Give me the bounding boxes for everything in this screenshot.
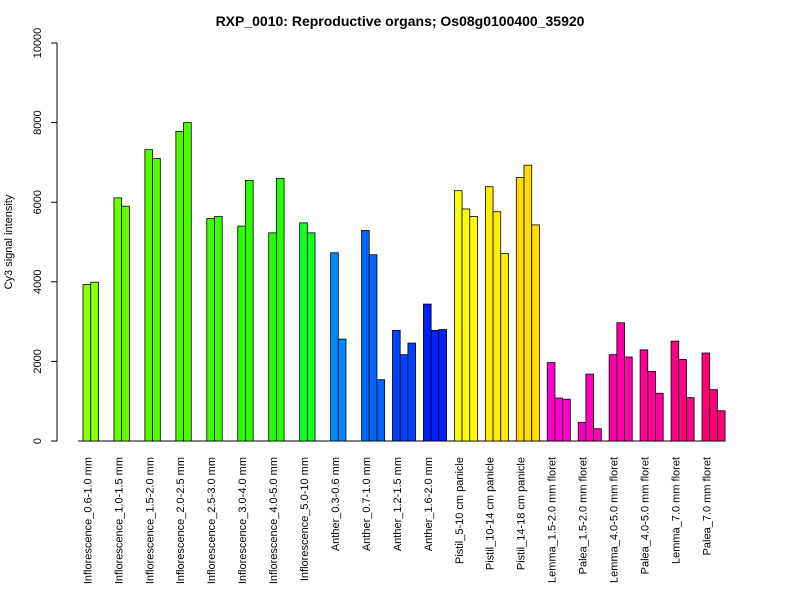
bar [438,329,447,442]
bar [183,122,192,442]
x-tick-label: Anther_0.7-1.0 mm [361,457,373,551]
y-tick-label: 10000 [32,28,44,59]
y-tick-label: 4000 [32,270,44,294]
bar [237,225,246,442]
bar [392,329,401,442]
bar [453,190,463,442]
bar [624,356,633,442]
bar [678,359,687,442]
x-tick-label: Pistil_14-18 cm panicle [516,457,528,570]
x-tick-label: Inflorescence_4.0-5.0 mm [268,457,280,584]
bar [90,281,99,442]
x-tick-label: Anther_1.6-2.0 mm [423,457,435,551]
x-tick-label: Lemma_4.0-5.0 mm floret [609,457,621,583]
bar [399,354,409,442]
x-tick-label: Inflorescence_1.5-2.0 mm [144,457,156,584]
bar [175,130,184,442]
bar [647,370,656,442]
bars [82,122,726,442]
bar [368,254,378,442]
bar [299,222,308,442]
bar [330,252,339,442]
bar [268,232,277,442]
bar [577,421,587,442]
bar [616,322,625,442]
bar [515,177,525,442]
x-tick-label: Lemma_1.5-2.0 mm floret [547,457,559,583]
bar [546,362,556,442]
bar [144,149,153,442]
x-tick-label: Anther_1.2-1.5 mm [392,457,404,551]
bar [337,338,347,442]
bar [670,340,680,442]
bar [655,392,664,442]
bar [585,373,595,442]
bar [423,303,432,442]
bar [113,197,123,442]
bar [701,352,711,442]
x-tick-label: Lemma_7.0 mm floret [670,457,682,564]
bar [206,218,215,442]
x-tick-label: Inflorescence_5.0-10 mm [299,457,311,581]
x-tick-label: Palea_7.0 mm floret [701,457,713,555]
bar [152,158,161,442]
x-tick-label: Inflorescence_3.0-4.0 mm [237,457,249,584]
y-tick-label: 2000 [32,349,44,373]
bar [717,410,726,442]
bar [275,177,285,442]
bar [82,284,92,442]
y-tick-label: 8000 [32,110,44,134]
y-tick-label: 6000 [32,190,44,214]
bar [376,379,386,442]
bar [245,179,254,442]
x-tick-label: Inflorescence_2.5-3.0 mm [206,457,218,584]
x-tick-label: Inflorescence_2.0-2.5 mm [175,457,187,584]
bar [469,216,478,442]
bar [531,224,540,442]
bar [686,397,695,442]
bar [484,186,494,442]
bar [562,398,571,442]
x-tick-labels: Inflorescence_0.6-1.0 mm Inflorescence_1.… [82,457,713,584]
chart-title: RXP_0010: Reproductive organs; Os08g0100… [216,13,585,29]
bar [500,253,509,442]
bar [407,342,416,442]
x-tick-label: Inflorescence_0.6-1.0 mm [82,457,94,584]
x-tick-label: Palea_1.5-2.0 mm floret [578,457,590,574]
bar [121,205,130,442]
bar [593,428,602,442]
bar [639,349,649,442]
bar [709,389,718,442]
bar [554,397,564,442]
x-tick-label: Palea_4.0-5.0 mm floret [639,457,651,574]
bar [608,354,618,442]
bar [306,232,316,442]
bar [214,216,223,442]
bar [523,164,533,442]
x-tick-label: Pistil_5-10 cm panicle [454,457,466,564]
bar [492,211,502,442]
y-tick-label: 0 [32,438,44,444]
x-tick-label: Pistil_10-14 cm panicle [485,457,497,570]
x-tick-label: Anther_0.3-0.6 mm [330,457,342,551]
y-axis-label: Cy3 signal intensity [3,194,15,289]
y-axis: 0 2000 4000 6000 8000 10000 [32,28,58,444]
bar [430,329,440,442]
bar [461,208,471,442]
x-tick-label: Inflorescence_1.0-1.5 mm [113,457,125,584]
bar [361,230,370,442]
